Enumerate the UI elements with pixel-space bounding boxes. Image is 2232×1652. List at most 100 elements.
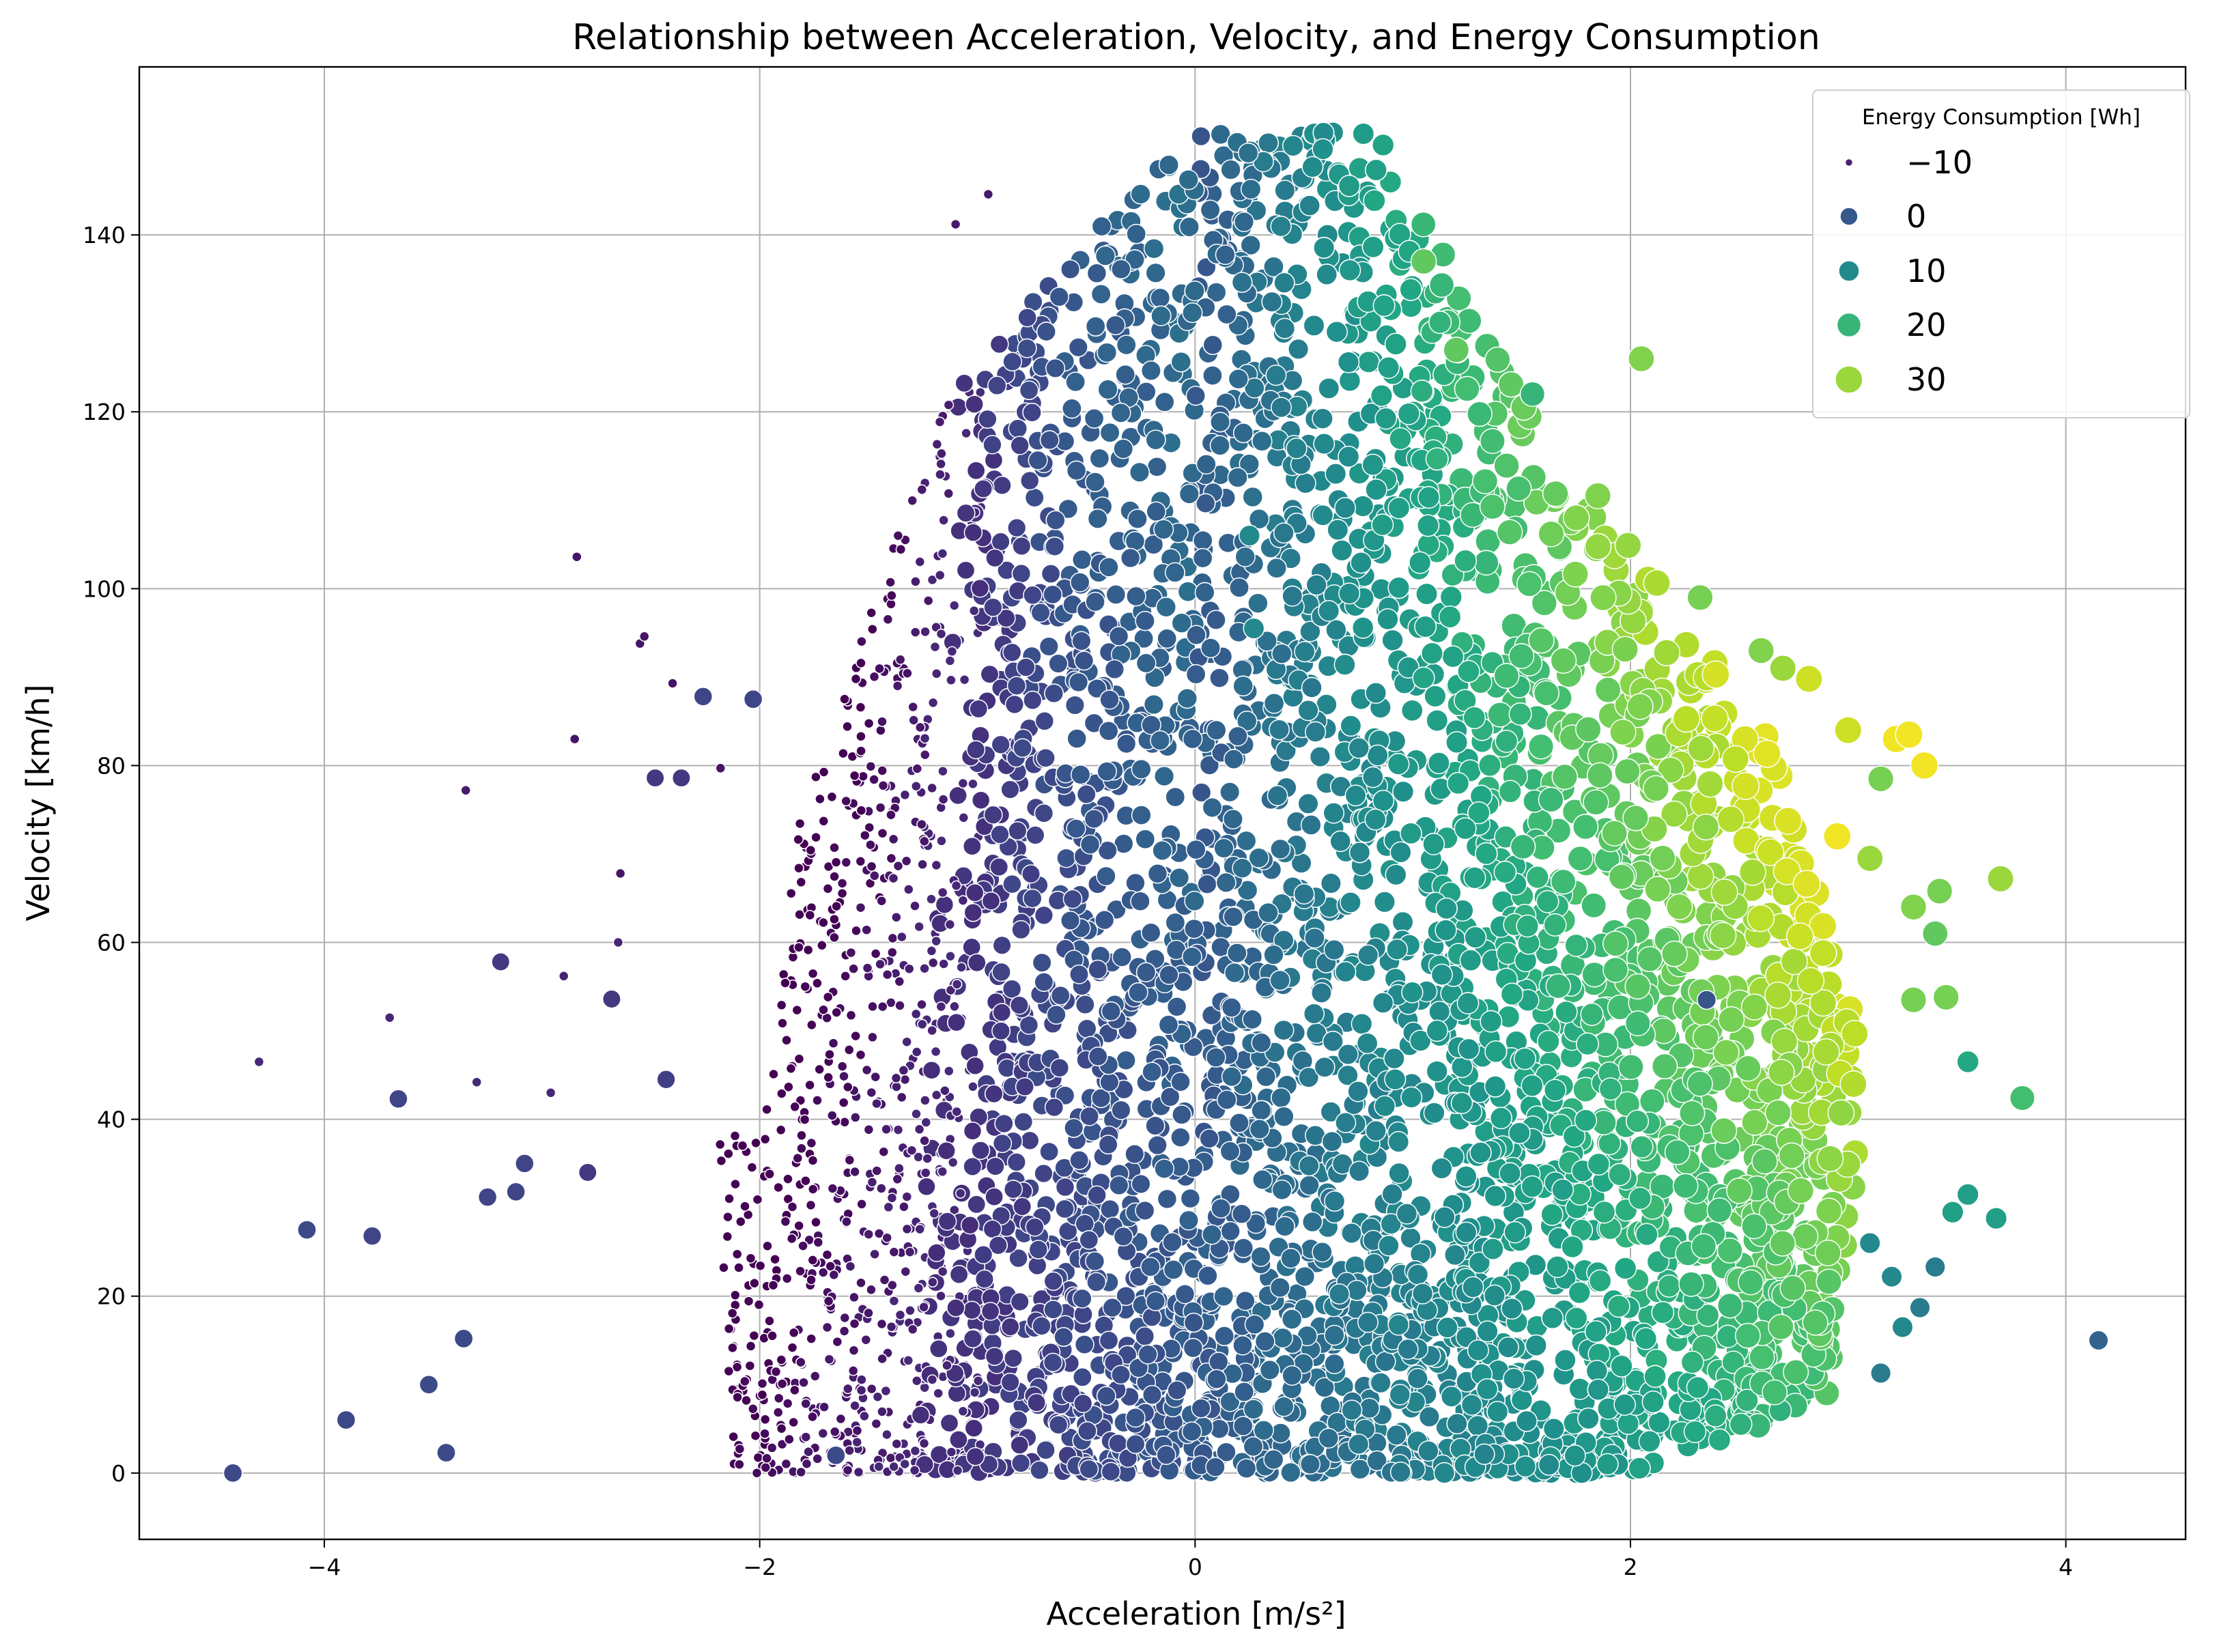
data-point bbox=[931, 439, 943, 450]
data-point bbox=[1202, 365, 1223, 386]
data-point bbox=[930, 1046, 942, 1057]
data-point bbox=[956, 962, 967, 973]
data-point bbox=[826, 791, 838, 803]
data-point bbox=[905, 1305, 916, 1316]
data-point bbox=[806, 1019, 817, 1031]
data-point bbox=[899, 1201, 909, 1212]
data-point bbox=[887, 932, 899, 944]
data-point bbox=[1323, 802, 1345, 824]
data-point bbox=[885, 577, 896, 588]
data-point bbox=[830, 857, 842, 868]
data-point bbox=[1143, 238, 1165, 259]
data-point bbox=[899, 1074, 911, 1085]
data-point bbox=[795, 877, 807, 888]
data-point bbox=[1392, 911, 1414, 933]
data-point bbox=[901, 1191, 913, 1202]
data-point bbox=[786, 1233, 797, 1244]
data-point bbox=[798, 1377, 809, 1388]
data-point bbox=[937, 765, 948, 777]
data-point bbox=[865, 839, 876, 851]
data-point bbox=[1318, 377, 1340, 399]
data-point bbox=[1008, 1248, 1028, 1268]
data-point bbox=[1020, 1130, 1040, 1150]
data-point bbox=[829, 932, 840, 943]
data-point bbox=[1032, 952, 1052, 973]
data-point bbox=[776, 1438, 788, 1450]
data-point bbox=[1013, 1112, 1034, 1132]
data-point bbox=[1150, 287, 1171, 309]
data-point bbox=[944, 1066, 955, 1077]
data-point bbox=[723, 1365, 735, 1377]
data-point bbox=[1089, 448, 1110, 469]
data-point bbox=[929, 641, 941, 653]
data-point bbox=[1131, 1173, 1151, 1194]
scatter-points bbox=[223, 122, 2109, 1485]
data-point bbox=[896, 1092, 907, 1103]
data-point bbox=[1024, 487, 1045, 508]
data-point bbox=[938, 515, 949, 526]
data-point bbox=[1210, 124, 1231, 145]
data-point bbox=[903, 1355, 914, 1366]
data-point bbox=[850, 1030, 861, 1042]
data-point bbox=[745, 1341, 757, 1352]
data-point bbox=[865, 760, 877, 772]
data-point bbox=[1229, 577, 1249, 598]
data-point bbox=[730, 1178, 741, 1190]
data-point bbox=[958, 812, 970, 823]
data-point bbox=[782, 1398, 793, 1409]
data-point bbox=[920, 1117, 932, 1128]
data-point bbox=[919, 1382, 930, 1393]
data-point bbox=[848, 1345, 860, 1356]
data-point bbox=[1240, 234, 1261, 256]
data-point bbox=[804, 909, 816, 921]
data-point bbox=[856, 730, 866, 742]
data-point bbox=[724, 1193, 735, 1204]
data-point bbox=[1294, 1266, 1316, 1287]
data-point bbox=[1282, 134, 1304, 157]
data-point bbox=[898, 1065, 909, 1076]
data-point bbox=[735, 1216, 746, 1227]
data-point bbox=[1199, 755, 1220, 775]
data-point bbox=[806, 1333, 817, 1344]
data-point bbox=[791, 1004, 803, 1016]
data-point bbox=[892, 530, 904, 541]
data-point bbox=[856, 745, 866, 756]
data-point bbox=[867, 1031, 878, 1043]
data-point bbox=[772, 1407, 784, 1418]
data-point bbox=[945, 1328, 956, 1339]
data-point bbox=[967, 778, 978, 790]
chart-title: Relationship between Acceleration, Veloc… bbox=[572, 17, 1820, 58]
data-point bbox=[933, 1388, 944, 1399]
data-point bbox=[787, 1342, 798, 1353]
data-point bbox=[1351, 1012, 1373, 1035]
data-point bbox=[888, 872, 899, 884]
data-point bbox=[962, 836, 982, 856]
data-point bbox=[920, 1095, 931, 1106]
data-point bbox=[856, 1277, 866, 1288]
data-point bbox=[794, 909, 805, 920]
data-point bbox=[1201, 1005, 1222, 1025]
data-point bbox=[757, 1389, 768, 1400]
data-point bbox=[818, 767, 830, 778]
data-point bbox=[729, 1130, 741, 1141]
data-point bbox=[800, 1398, 811, 1409]
data-point bbox=[1006, 1152, 1026, 1172]
data-point bbox=[812, 1095, 823, 1106]
data-point bbox=[836, 887, 848, 899]
data-point bbox=[887, 1279, 898, 1291]
data-point bbox=[789, 1384, 800, 1396]
data-point bbox=[828, 1038, 839, 1049]
data-point bbox=[926, 894, 937, 905]
data-point bbox=[966, 461, 986, 481]
data-point bbox=[961, 427, 972, 439]
data-point bbox=[800, 1175, 811, 1186]
data-point bbox=[1325, 321, 1348, 343]
data-point bbox=[730, 1290, 741, 1301]
data-point bbox=[1105, 584, 1127, 605]
data-point bbox=[989, 334, 1009, 354]
data-point bbox=[1071, 550, 1092, 570]
data-point bbox=[892, 1124, 904, 1135]
data-point bbox=[757, 1378, 768, 1389]
data-point bbox=[1639, 1088, 1665, 1115]
